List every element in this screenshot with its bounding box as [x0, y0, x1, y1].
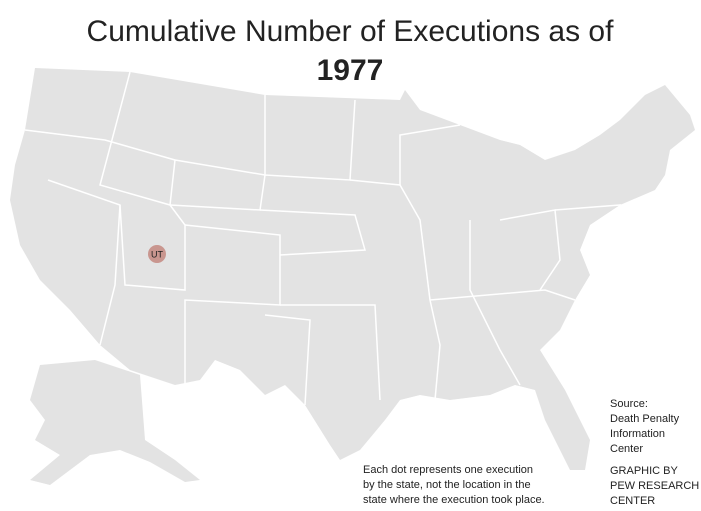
- footnote-line: state where the execution took place.: [363, 494, 545, 506]
- year: 1977: [317, 54, 384, 87]
- source-line: Source:: [610, 398, 648, 410]
- state-borders: [24, 71, 622, 406]
- credit-line: CENTER: [610, 495, 655, 507]
- dots: UT: [148, 245, 166, 263]
- credit-line: GRAPHIC BY: [610, 465, 679, 477]
- title: Cumulative Number of Executions as of: [87, 15, 615, 48]
- source-line: Information: [610, 428, 665, 440]
- us-map: [10, 68, 695, 485]
- footnote-line: by the state, not the location in the: [363, 479, 531, 491]
- contiguous-us: [10, 68, 695, 470]
- dot-label: UT: [151, 249, 163, 259]
- source-line: Death Penalty: [610, 413, 680, 425]
- notes: Each dot represents one execution by the …: [363, 398, 699, 507]
- credit-line: PEW RESEARCH: [610, 480, 699, 492]
- footnote-line: Each dot represents one execution: [363, 464, 533, 476]
- execution-dot: [148, 245, 166, 263]
- source-line: Center: [610, 443, 643, 455]
- alaska: [30, 360, 200, 485]
